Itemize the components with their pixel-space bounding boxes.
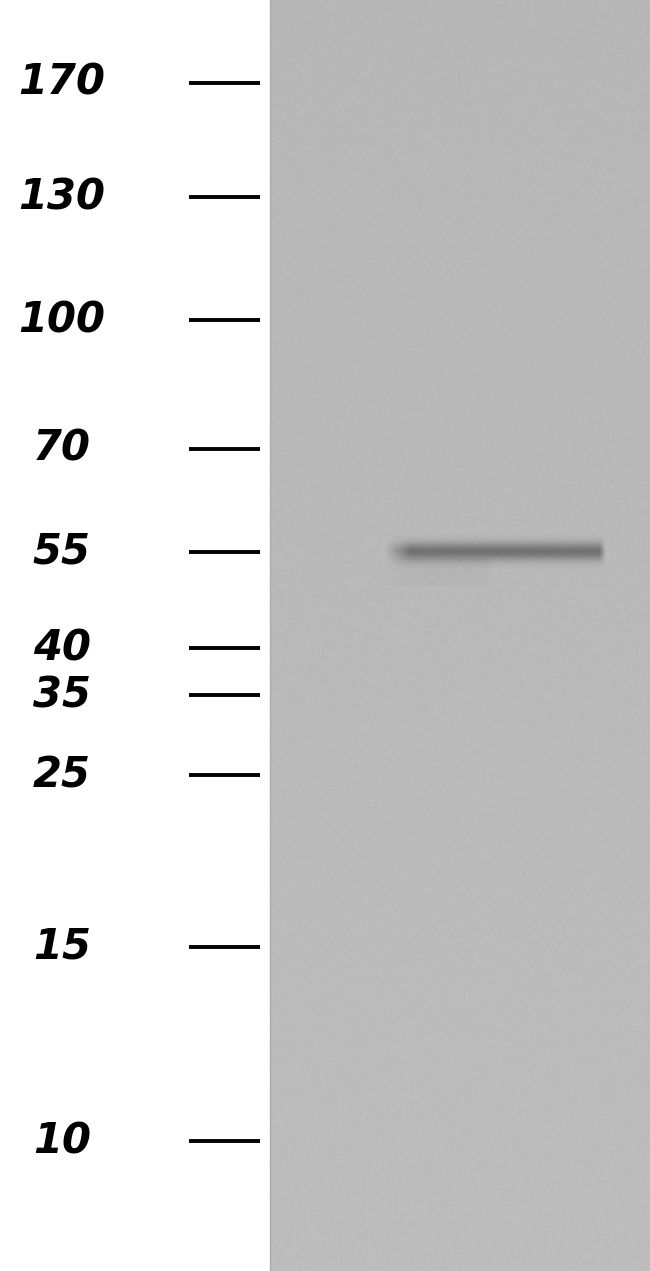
Text: 40: 40	[32, 627, 91, 670]
Text: 10: 10	[32, 1120, 91, 1163]
Text: 100: 100	[18, 299, 105, 342]
Text: 55: 55	[32, 530, 91, 573]
Text: 15: 15	[32, 925, 91, 969]
Text: 70: 70	[32, 427, 91, 470]
Text: 25: 25	[32, 754, 91, 797]
Text: 130: 130	[18, 175, 105, 219]
Text: 170: 170	[18, 61, 105, 104]
Text: 35: 35	[32, 674, 91, 717]
